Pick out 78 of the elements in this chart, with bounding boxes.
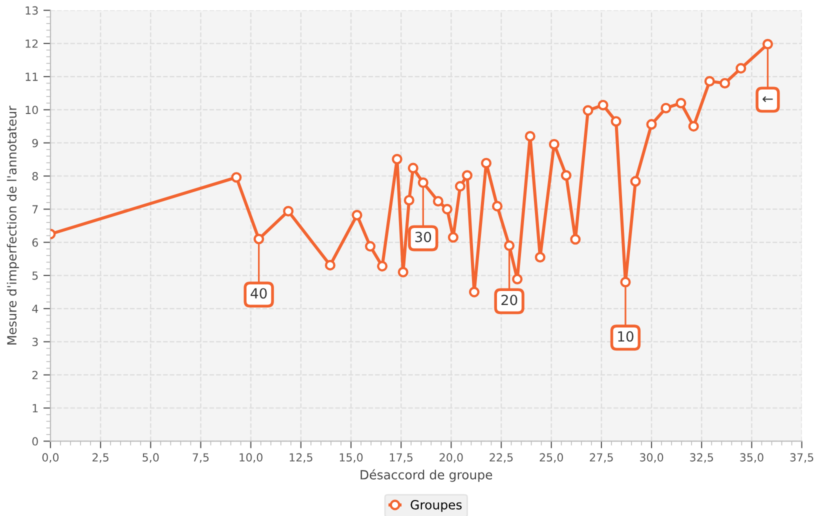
x-tick-label: 0,0 <box>42 453 59 463</box>
point <box>524 130 536 142</box>
annotation: 30 <box>415 232 432 242</box>
point <box>283 206 294 216</box>
point <box>560 170 572 181</box>
point <box>398 266 408 278</box>
y-tick-label: 2 <box>32 370 38 380</box>
y-tick-label: 6 <box>32 238 38 247</box>
y-axis-title: Mesure d'imperfection de l'annotateur <box>6 106 19 345</box>
y-tick-label: 9 <box>32 138 38 148</box>
y-tick-label: 11 <box>26 72 38 81</box>
point <box>646 119 657 130</box>
x-tick-label: 7,5 <box>192 453 209 463</box>
point <box>480 158 492 168</box>
y-tick-label: 12 <box>26 39 38 48</box>
point <box>392 154 402 164</box>
x-tick-label: 15,0 <box>340 453 363 463</box>
point <box>376 260 388 272</box>
annotation: ← <box>762 96 773 102</box>
x-tick-label: 5,0 <box>142 453 159 463</box>
point <box>548 138 560 150</box>
annotation: 20 <box>501 294 518 306</box>
legend-label: Groupes <box>410 500 462 512</box>
annotation: 40 <box>250 288 267 299</box>
y-tick-label: 7 <box>32 205 38 214</box>
y-tick-label: 8 <box>32 172 38 180</box>
point <box>324 260 336 270</box>
y-tick-label: 3 <box>32 338 38 346</box>
point <box>534 252 546 263</box>
x-tick-label: 10,0 <box>240 453 262 463</box>
point <box>512 274 523 284</box>
point <box>610 116 622 127</box>
point <box>408 162 418 174</box>
x-tick-label: 25,0 <box>540 453 563 463</box>
y-tick-label: 13 <box>26 6 38 15</box>
point <box>660 102 672 114</box>
point <box>448 232 458 243</box>
x-tick-label: 30,0 <box>640 453 664 463</box>
x-tick-label: 22,5 <box>490 453 513 463</box>
point <box>418 177 428 188</box>
point <box>254 234 264 244</box>
x-tick-label: 20,0 <box>440 453 463 463</box>
point <box>676 98 686 108</box>
y-tick-label: 10 <box>26 106 38 114</box>
point <box>468 286 480 298</box>
annotation: 10 <box>618 331 634 342</box>
point <box>630 176 641 187</box>
point <box>720 78 730 89</box>
point <box>762 38 774 50</box>
point <box>620 276 631 288</box>
y-tick-label: 4 <box>32 304 38 313</box>
x-tick-label: 2,5 <box>92 453 108 463</box>
point <box>454 181 466 192</box>
point <box>442 204 452 214</box>
x-tick-label: 37,5 <box>790 453 814 463</box>
point <box>231 172 242 183</box>
x-tick-label: 32,5 <box>690 453 714 463</box>
point <box>704 76 715 87</box>
x-tick-label: 12,5 <box>290 453 312 463</box>
x-tick-label: 27,5 <box>590 453 613 463</box>
y-tick-label: 0 <box>32 437 38 446</box>
point <box>432 196 444 206</box>
x-tick-label: 17,5 <box>390 453 412 463</box>
x-tick-label: 35,0 <box>740 453 764 463</box>
point <box>598 100 608 110</box>
point <box>364 241 376 252</box>
point <box>504 240 515 251</box>
y-tick-label: 5 <box>32 272 38 280</box>
y-tick-label: 1 <box>32 404 38 412</box>
point <box>404 194 414 206</box>
point <box>352 210 362 220</box>
point <box>736 63 746 74</box>
point <box>492 200 503 212</box>
point <box>570 234 581 245</box>
point <box>688 121 699 132</box>
point <box>462 170 472 181</box>
x-axis-title: Désaccord de groupe <box>360 469 492 482</box>
point <box>582 105 594 116</box>
